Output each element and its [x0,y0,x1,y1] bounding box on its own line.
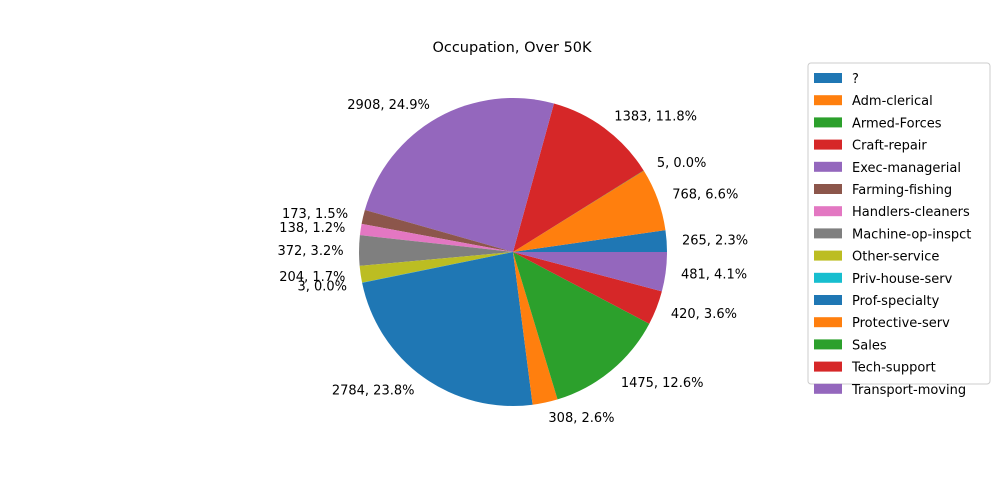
slice-value-label: 2908, 24.9% [347,98,430,113]
legend-swatch [814,95,842,106]
legend-swatch [814,161,842,172]
legend-swatch [814,295,842,305]
pie-slice [513,252,662,324]
slice-value-label: 481, 4.1% [681,267,747,282]
legend-swatch [814,339,842,350]
legend-label: Prof-specialty [852,294,940,309]
slice-value-label: 2784, 23.8% [332,383,415,398]
legend-label: Priv-house-serv [852,272,953,287]
legend-swatch [814,228,842,239]
pie-slice [359,223,513,252]
legend-label: Handlers-cleaners [852,205,970,220]
legend-label: Farming-fishing [852,183,952,198]
slice-value-label: 1475, 12.6% [621,376,704,391]
slice-value-label: 3, 0.0% [297,279,347,294]
pie-slice [359,252,513,283]
chart-title: Occupation, Over 50K [432,40,592,56]
legend-swatch [814,139,842,150]
slice-value-label: 768, 6.6% [672,188,738,203]
legend-swatch [814,250,842,261]
pie-slice [513,170,666,252]
pie-slice [359,235,513,266]
pie-slice [513,230,667,252]
pie-slice [364,98,554,253]
pie-slices [359,98,667,406]
slice-value-label: 265, 2.3% [682,233,748,248]
legend-label: Adm-clerical [852,94,933,109]
slice-labels: 265, 2.3% 768, 6.6% 5, 0.0% 1383, 11.8% 2908… [277,98,748,426]
slice-value-label: 1383, 11.8% [614,110,697,125]
pie-slice [513,252,667,292]
legend-label: Sales [852,338,887,353]
legend-label: Transport-moving [851,383,966,398]
legend-swatch [814,317,842,328]
slice-value-label: 420, 3.6% [671,307,737,322]
legend-swatch [814,361,842,372]
pie-slice [513,252,558,405]
legend-frame [807,62,991,385]
legend-label: Tech-support [851,361,936,376]
pie-slice [513,252,650,400]
pie-slice [361,209,513,252]
legend-swatch [814,184,842,194]
slice-value-label: 204, 1.7% [279,270,345,285]
slice-value-label: 173, 1.5% [282,207,348,222]
legend-swatch [814,73,842,83]
legend: ? Adm-clerical Armed-Forces Craft-repair… [807,62,991,398]
pie-slice [513,103,644,252]
pie-slice [362,252,533,406]
pie-slice [362,252,513,283]
legend-swatch [814,272,842,283]
legend-label: Protective-serv [852,316,950,331]
slice-value-label: 308, 2.6% [548,411,614,426]
pie-slice [513,170,644,252]
legend-swatch [814,117,842,128]
legend-label: Machine-op-inspct [852,227,971,242]
legend-label: Craft-repair [852,139,927,154]
legend-label: Other-service [852,250,939,265]
legend-label: Armed-Forces [852,116,942,131]
slice-value-label: 372, 3.2% [277,244,343,259]
legend-swatch [814,206,842,217]
legend-label: Exec-managerial [852,161,961,176]
slice-value-label: 5, 0.0% [657,156,707,171]
legend-swatch [814,383,842,394]
legend-label: ? [852,72,859,87]
slice-value-label: 138, 1.2% [279,221,345,236]
